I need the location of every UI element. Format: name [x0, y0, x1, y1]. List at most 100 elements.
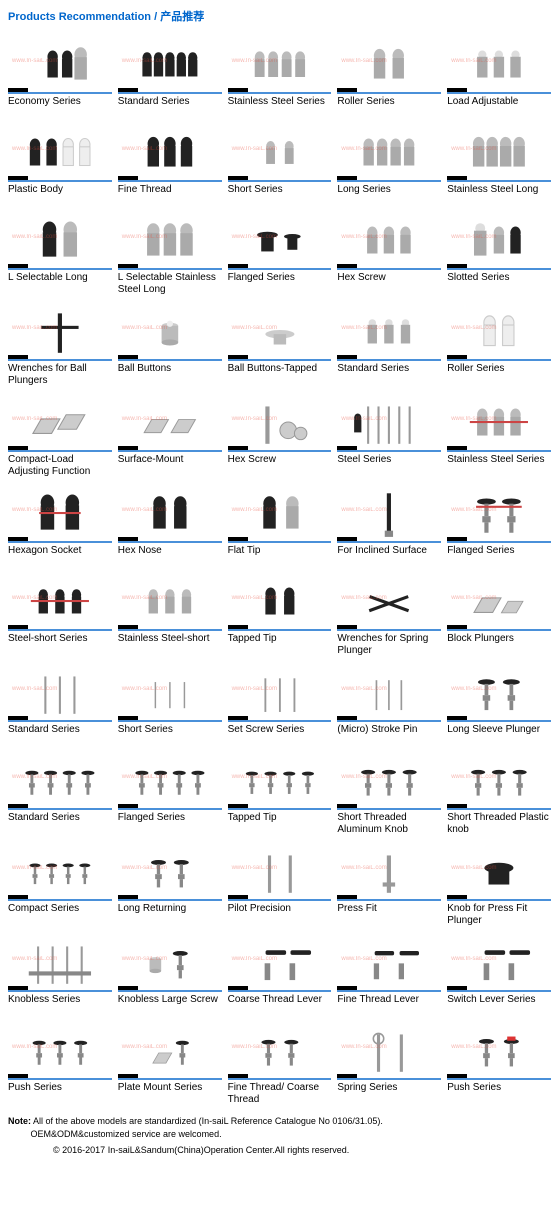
product-cell[interactable]: Hex Screw: [228, 390, 332, 477]
product-label: Flanged Series: [118, 810, 222, 832]
product-cell[interactable]: Wrenches for Spring Plunger: [337, 569, 441, 656]
product-cell[interactable]: Surface-Mount: [118, 390, 222, 477]
product-image: [8, 120, 112, 182]
product-cell[interactable]: Load Adjustable: [447, 32, 551, 116]
product-image: [447, 839, 551, 901]
product-cell[interactable]: Flanged Series: [447, 481, 551, 565]
product-cell[interactable]: Knobless Large Screw: [118, 930, 222, 1014]
product-image: [228, 660, 332, 722]
product-cell[interactable]: Plate Mount Series: [118, 1018, 222, 1105]
product-cell[interactable]: Flanged Series: [118, 748, 222, 835]
product-cell[interactable]: Steel-short Series: [8, 569, 112, 656]
product-cell[interactable]: Ball Buttons: [118, 299, 222, 386]
product-cell[interactable]: Spring Series: [337, 1018, 441, 1105]
product-image: [447, 299, 551, 361]
product-cell[interactable]: Fine Thread/ Coarse Thread: [228, 1018, 332, 1105]
product-image: [228, 839, 332, 901]
product-cell[interactable]: Flat Tip: [228, 481, 332, 565]
product-cell[interactable]: Compact Series: [8, 839, 112, 926]
product-label: Fine Thread/ Coarse Thread: [228, 1080, 332, 1105]
product-image: [228, 208, 332, 270]
product-label: Short Series: [118, 722, 222, 744]
product-cell[interactable]: Knobless Series: [8, 930, 112, 1014]
product-cell[interactable]: Short Threaded Aluminum Knob: [337, 748, 441, 835]
product-cell[interactable]: Ball Buttons-Tapped: [228, 299, 332, 386]
product-label: Long Returning: [118, 901, 222, 923]
product-label: Set Screw Series: [228, 722, 332, 744]
product-cell[interactable]: Long Series: [337, 120, 441, 204]
product-cell[interactable]: Tapped Tip: [228, 748, 332, 835]
product-label: Slotted Series: [447, 270, 551, 292]
product-label: Standard Series: [8, 810, 112, 832]
product-cell[interactable]: L Selectable Stainless Steel Long: [118, 208, 222, 295]
product-cell[interactable]: Compact-Load Adjusting Function: [8, 390, 112, 477]
product-cell[interactable]: Wrenches for Ball Plungers: [8, 299, 112, 386]
product-grid: Economy Series Standard Series Stainless…: [8, 32, 551, 1105]
title-cn: 产品推荐: [160, 11, 204, 23]
product-cell[interactable]: Coarse Thread Lever: [228, 930, 332, 1014]
product-cell[interactable]: Stainless Steel Series: [447, 390, 551, 477]
product-cell[interactable]: Plastic Body: [8, 120, 112, 204]
product-cell[interactable]: Fine Thread Lever: [337, 930, 441, 1014]
product-image: [8, 299, 112, 361]
product-cell[interactable]: Short Series: [118, 660, 222, 744]
product-cell[interactable]: Push Series: [447, 1018, 551, 1105]
product-label: Wrenches for Ball Plungers: [8, 361, 112, 386]
product-cell[interactable]: Standard Series: [337, 299, 441, 386]
product-image: [8, 930, 112, 992]
product-cell[interactable]: Knob for Press Fit Plunger: [447, 839, 551, 926]
product-cell[interactable]: Standard Series: [8, 660, 112, 744]
product-cell[interactable]: Stainless Steel-short: [118, 569, 222, 656]
product-image: [118, 1018, 222, 1080]
product-cell[interactable]: Press Fit: [337, 839, 441, 926]
product-label: Stainless Steel Long: [447, 182, 551, 204]
product-image: [447, 748, 551, 810]
product-cell[interactable]: Tapped Tip: [228, 569, 332, 656]
product-image: [228, 120, 332, 182]
product-label: Fine Thread: [118, 182, 222, 204]
product-cell[interactable]: Standard Series: [8, 748, 112, 835]
product-cell[interactable]: Hex Screw: [337, 208, 441, 295]
product-cell[interactable]: Short Series: [228, 120, 332, 204]
product-cell[interactable]: Push Series: [8, 1018, 112, 1105]
product-label: Steel Series: [337, 452, 441, 474]
product-image: [228, 481, 332, 543]
product-cell[interactable]: Roller Series: [447, 299, 551, 386]
product-image: [228, 299, 332, 361]
footer-note: Note: All of the above models are standa…: [8, 1115, 551, 1157]
product-label: Knob for Press Fit Plunger: [447, 901, 551, 926]
product-cell[interactable]: Slotted Series: [447, 208, 551, 295]
product-cell[interactable]: L Selectable Long: [8, 208, 112, 295]
product-label: Load Adjustable: [447, 94, 551, 116]
product-cell[interactable]: Long Sleeve Plunger: [447, 660, 551, 744]
product-cell[interactable]: Stainless Steel Long: [447, 120, 551, 204]
product-image: [228, 930, 332, 992]
product-cell[interactable]: Pilot Precision: [228, 839, 332, 926]
product-cell[interactable]: Switch Lever Series: [447, 930, 551, 1014]
product-cell[interactable]: Standard Series: [118, 32, 222, 116]
product-cell[interactable]: (Micro) Stroke Pin: [337, 660, 441, 744]
product-cell[interactable]: Steel Series: [337, 390, 441, 477]
product-cell[interactable]: Block Plungers: [447, 569, 551, 656]
product-cell[interactable]: Short Threaded Plastic knob: [447, 748, 551, 835]
product-image: [447, 390, 551, 452]
product-label: Tapped Tip: [228, 631, 332, 653]
product-label: Stainless Steel Series: [228, 94, 332, 116]
product-cell[interactable]: Roller Series: [337, 32, 441, 116]
product-cell[interactable]: Flanged Series: [228, 208, 332, 295]
product-cell[interactable]: Long Returning: [118, 839, 222, 926]
product-label: L Selectable Long: [8, 270, 112, 292]
product-cell[interactable]: Economy Series: [8, 32, 112, 116]
product-cell[interactable]: Stainless Steel Series: [228, 32, 332, 116]
product-image: [337, 208, 441, 270]
product-label: Hex Nose: [118, 543, 222, 565]
product-image: [118, 569, 222, 631]
product-cell[interactable]: For Inclined Surface: [337, 481, 441, 565]
product-label: Fine Thread Lever: [337, 992, 441, 1014]
product-cell[interactable]: Set Screw Series: [228, 660, 332, 744]
product-label: Tapped Tip: [228, 810, 332, 832]
product-image: [337, 748, 441, 810]
product-cell[interactable]: Hex Nose: [118, 481, 222, 565]
product-cell[interactable]: Fine Thread: [118, 120, 222, 204]
product-cell[interactable]: Hexagon Socket: [8, 481, 112, 565]
